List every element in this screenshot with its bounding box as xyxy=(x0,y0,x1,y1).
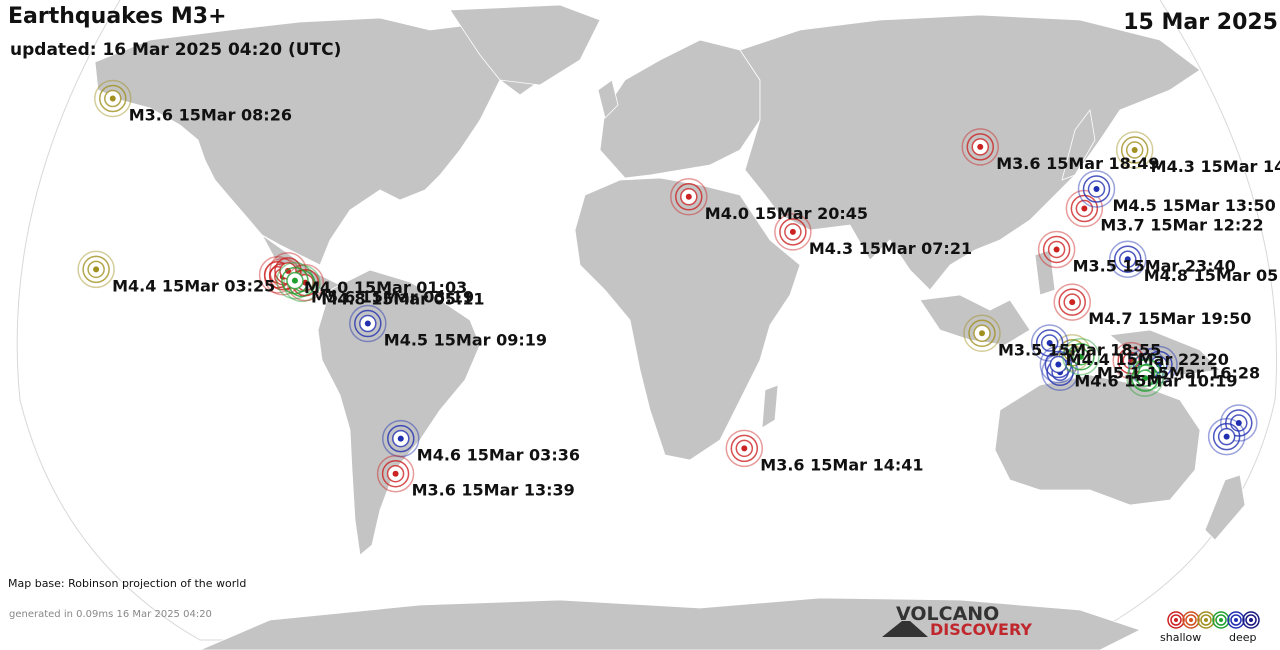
legend-depth-marker xyxy=(1227,611,1245,629)
madagascar xyxy=(761,384,779,429)
earthquake-marker[interactable] xyxy=(349,304,387,343)
depth-legend-markers xyxy=(1167,611,1260,629)
earthquake-label: M5.6 15Mar 03:19 xyxy=(311,288,474,307)
legend-depth-marker xyxy=(1182,611,1200,629)
legend-depth-marker xyxy=(1242,611,1260,629)
legend-depth-marker xyxy=(1212,611,1230,629)
volcano-discovery-logo[interactable]: VOLCANO DISCOVERY xyxy=(880,603,1040,643)
earthquake-label: M3.5 15Mar 23:40 xyxy=(1073,256,1236,275)
map-date: 15 Mar 2025 xyxy=(1123,10,1278,35)
legend-deep-label: deep xyxy=(1229,631,1257,644)
earthquake-markers xyxy=(77,79,1258,493)
update-time: updated: 16 Mar 2025 04:20 (UTC) xyxy=(10,40,342,60)
sumatra-borneo xyxy=(919,294,1031,346)
earthquake-marker[interactable] xyxy=(1062,337,1100,376)
legend-shallow-label: shallow xyxy=(1160,631,1202,644)
earthquake-label: M4.6 15Mar 03:36 xyxy=(417,446,580,465)
page-title: Earthquakes M3+ xyxy=(8,4,227,29)
earthquake-label: M5.1 15Mar 16:28 xyxy=(1097,364,1260,383)
earthquake-marker[interactable] xyxy=(382,419,420,458)
earthquake-label: M4.8 15Mar 05:39 xyxy=(1144,266,1280,285)
earthquake-marker[interactable] xyxy=(1030,324,1069,362)
asia xyxy=(739,14,1201,291)
continents xyxy=(94,4,1246,650)
earthquake-label: M4.4 15Mar 22:20 xyxy=(1066,350,1229,369)
earthquake-label: M4.7 15Mar 19:50 xyxy=(1088,309,1251,328)
earthquake-marker[interactable] xyxy=(1039,345,1078,384)
earthquake-label: M3.6 15Mar 08:26 xyxy=(129,106,292,125)
earthquake-label: M4.8 15Mar 05:11 xyxy=(321,290,484,309)
earthquake-marker[interactable] xyxy=(276,261,314,300)
earthquake-marker[interactable] xyxy=(1037,230,1076,269)
earthquake-marker[interactable] xyxy=(1126,359,1164,397)
logo-line-discovery: DISCOVERY xyxy=(930,620,1033,639)
new-zealand xyxy=(1204,474,1246,541)
north-america xyxy=(94,17,561,266)
earthquake-marker[interactable] xyxy=(961,128,1000,166)
earthquake-labels: M3.6 15Mar 08:26 M4.4 15Mar 03:25 M4.0 15M… xyxy=(112,106,1280,500)
earthquake-label: M3.6 15Mar 18:49 xyxy=(996,154,1159,173)
earthquake-label: M4.6 15Mar 10:19 xyxy=(1074,372,1237,391)
earthquake-label: M4.5 15Mar 13:50 xyxy=(1113,196,1276,215)
earthquake-label: M3.6 15Mar 14:41 xyxy=(760,455,923,474)
depth-legend: shallow deep xyxy=(1160,608,1280,650)
legend-depth-marker xyxy=(1167,611,1185,629)
africa xyxy=(574,177,801,461)
earthquake-marker[interactable] xyxy=(1077,170,1116,208)
earthquake-marker[interactable] xyxy=(725,429,764,468)
volcano-icon xyxy=(882,621,928,637)
earthquake-marker[interactable] xyxy=(1065,189,1104,228)
map-base-note: Map base: Robinson projection of the wor… xyxy=(8,577,247,590)
generated-note: generated in 0.09ms 16 Mar 2025 04:20 xyxy=(9,609,212,620)
british-isles xyxy=(597,79,619,119)
earthquake-marker[interactable] xyxy=(1207,417,1246,456)
earthquake-marker[interactable] xyxy=(1053,283,1091,321)
earthquake-label: M3.5 15Mar 18:55 xyxy=(998,340,1161,359)
europe xyxy=(599,39,761,179)
earthquake-label: M3.7 15Mar 12:22 xyxy=(1100,216,1263,235)
earthquake-marker[interactable] xyxy=(774,213,812,251)
earthquake-label: M3.6 15Mar 13:39 xyxy=(412,481,575,500)
earthquake-marker[interactable] xyxy=(94,79,132,118)
earthquake-label: M4.3 15Mar 07:21 xyxy=(809,239,972,258)
earthquake-marker[interactable] xyxy=(670,178,708,216)
legend-depth-marker xyxy=(1197,611,1215,629)
australia xyxy=(994,374,1201,506)
earthquake-label: M4.4 15Mar 03:25 xyxy=(112,276,275,295)
earthquake-marker[interactable] xyxy=(1108,240,1147,278)
japan xyxy=(1061,109,1096,181)
earthquake-marker[interactable] xyxy=(77,250,115,289)
earthquake-label: M4.5 15Mar 09:19 xyxy=(384,331,547,350)
earthquake-label: M4.0 15Mar 20:45 xyxy=(705,204,868,223)
earthquake-label: M4.0 15Mar 01:03 xyxy=(304,278,467,297)
logo-line-volcano: VOLCANO xyxy=(896,603,1000,625)
earthquake-marker[interactable] xyxy=(1115,131,1154,169)
earthquake-marker[interactable] xyxy=(963,314,1001,353)
earthquake-marker[interactable] xyxy=(376,454,415,493)
greenland xyxy=(449,4,601,86)
earthquake-label: M4.3 15Mar 14:51 xyxy=(1151,157,1280,176)
south-america xyxy=(317,269,481,556)
